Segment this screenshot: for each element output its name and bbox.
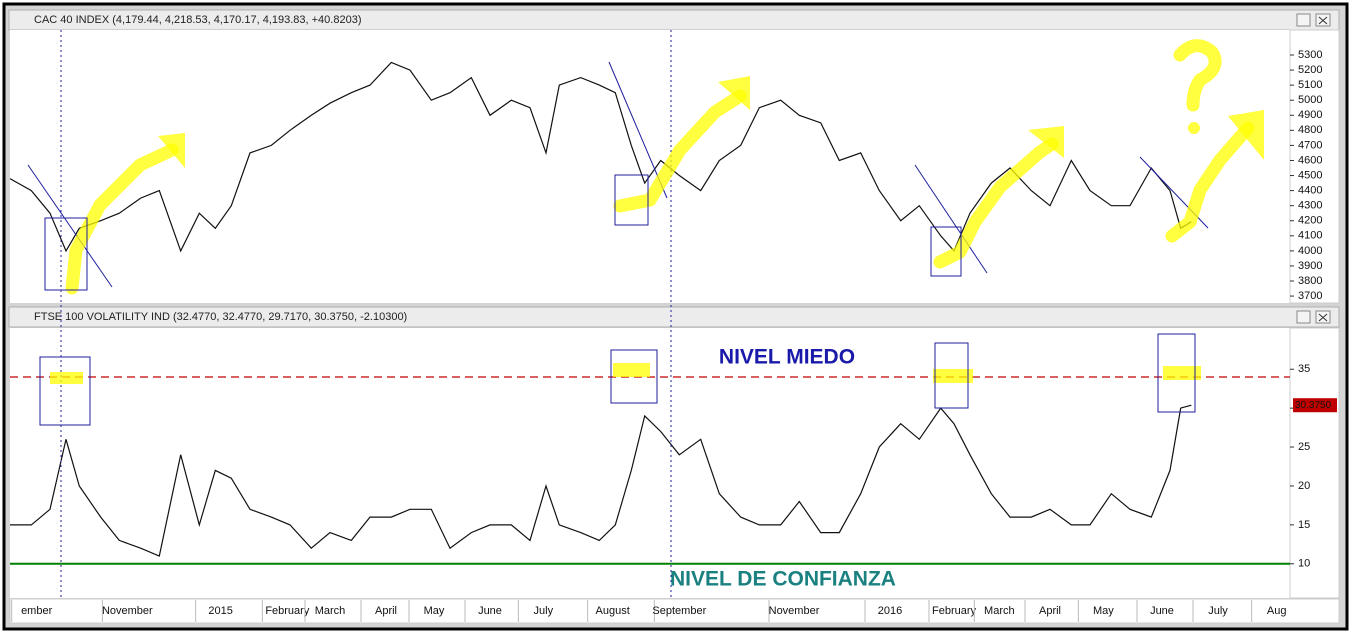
y-tick-label: 10 bbox=[1298, 558, 1310, 570]
close-icon bbox=[1318, 313, 1328, 322]
x-tick-label: April bbox=[375, 605, 397, 617]
x-tick-label: June bbox=[478, 605, 502, 617]
x-tick-label: November bbox=[769, 605, 820, 617]
x-tick-label: 2015 bbox=[208, 605, 232, 617]
y-tick-label: 4300 bbox=[1298, 200, 1322, 212]
arrows bbox=[65, 39, 1255, 295]
x-tick-label: May bbox=[1093, 605, 1114, 617]
y-tick-label: 4000 bbox=[1298, 245, 1322, 257]
restore-button[interactable] bbox=[1296, 13, 1311, 27]
x-tick-label: November bbox=[102, 605, 153, 617]
price-axis bbox=[1289, 327, 1340, 599]
y-tick-label: 3700 bbox=[1298, 290, 1322, 302]
price-axis bbox=[1289, 29, 1340, 304]
x-tick-label: September bbox=[652, 605, 706, 617]
confidence-level-label: NIVEL DE CONFIANZA bbox=[670, 568, 896, 591]
panel-title: CAC 40 INDEX (4,179.44, 4,218.53, 4,170.… bbox=[34, 14, 361, 26]
y-tick-label: 4200 bbox=[1298, 215, 1322, 227]
x-tick-label: February bbox=[265, 605, 310, 617]
y-tick-label: 4900 bbox=[1298, 109, 1322, 121]
boxes bbox=[39, 174, 1196, 426]
last-value-tag bbox=[1293, 398, 1337, 413]
panel-title: FTSE 100 VOLATILITY IND (32.4770, 32.477… bbox=[34, 311, 407, 323]
panel-header bbox=[8, 306, 1340, 328]
y-tick-label: 20 bbox=[1298, 480, 1310, 492]
y-tick-label: 5200 bbox=[1298, 64, 1322, 76]
x-tick-label: February bbox=[932, 605, 977, 617]
last-value-label: 30.3750 bbox=[1295, 400, 1332, 411]
y-tick-label: 25 bbox=[1298, 441, 1310, 453]
y-tick-label: 4100 bbox=[1298, 230, 1322, 242]
x-tick-label: August bbox=[596, 605, 630, 617]
y-tick-label: 5100 bbox=[1298, 79, 1322, 91]
price-line bbox=[9, 61, 1192, 253]
x-tick-label: July bbox=[1208, 605, 1228, 617]
x-tick-label: March bbox=[984, 605, 1015, 617]
x-tick-label: ember bbox=[21, 605, 53, 617]
price-line bbox=[10, 404, 1192, 557]
y-tick-label: 15 bbox=[1298, 519, 1310, 531]
close-icon bbox=[1318, 16, 1328, 25]
y-tick-label: 5000 bbox=[1298, 94, 1322, 106]
x-tick-label: March bbox=[315, 605, 346, 617]
restore-button[interactable] bbox=[1296, 310, 1311, 324]
y-tick-label: 4600 bbox=[1298, 154, 1322, 166]
marks: 3700 3800 3900 4000 4100 4200 4300 4400 4500 4600… bbox=[9, 49, 1337, 622]
fear-level-label: NIVEL MIEDO bbox=[719, 346, 855, 369]
x-tick-label: April bbox=[1039, 605, 1061, 617]
y-tick-label: 3900 bbox=[1298, 260, 1322, 272]
x-tick-label: June bbox=[1150, 605, 1174, 617]
x-tick-label: 2016 bbox=[878, 605, 902, 617]
y-tick-label: 5300 bbox=[1298, 49, 1322, 61]
y-tick-label: 35 bbox=[1298, 363, 1310, 375]
time-axis bbox=[9, 598, 1340, 624]
x-tick-label: Aug bbox=[1267, 605, 1287, 617]
y-tick-label: 4700 bbox=[1298, 139, 1322, 151]
x-tick-label: May bbox=[424, 605, 445, 617]
x-tick-label: July bbox=[534, 605, 554, 617]
y-tick-label: 4500 bbox=[1298, 169, 1322, 181]
y-tick-label: 4800 bbox=[1298, 124, 1322, 136]
y-tick-label: 4400 bbox=[1298, 185, 1322, 197]
y-tick-label: 3800 bbox=[1298, 275, 1322, 287]
plot-area bbox=[10, 30, 1290, 303]
